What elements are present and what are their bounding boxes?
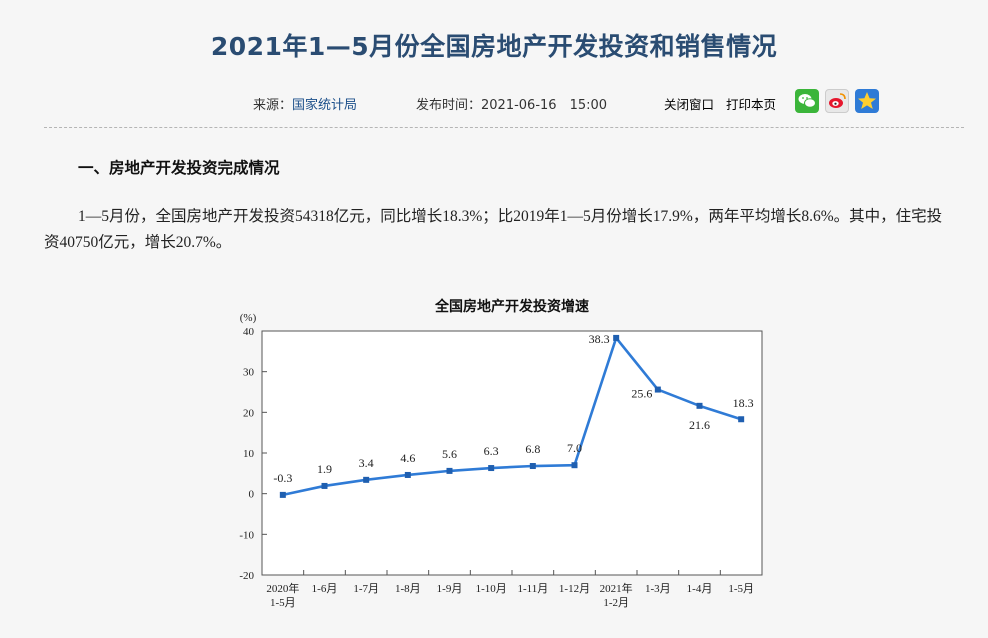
x-tick-label: 2020年 1-5月 <box>266 581 299 609</box>
plot-area <box>261 330 763 576</box>
data-point <box>571 462 578 469</box>
x-tick-label: 1-4月 <box>687 583 713 595</box>
data-label: 6.8 <box>525 442 540 456</box>
data-point <box>363 476 370 483</box>
data-point <box>696 402 703 409</box>
body-paragraph: 1—5月份，全国房地产开发投资54318亿元，同比增长18.3%；比2019年1… <box>44 208 943 251</box>
data-point <box>613 334 620 341</box>
data-point <box>488 465 495 472</box>
qzone-icon[interactable] <box>855 89 879 113</box>
x-tick-label: 1-10月 <box>476 583 507 595</box>
data-label: 18.3 <box>733 396 754 410</box>
wechat-icon[interactable] <box>795 89 819 113</box>
publish-date: 发布时间：2021-06-16 15:00 <box>416 94 607 113</box>
x-tick-label: 1-9月 <box>437 583 463 595</box>
divider <box>44 127 964 128</box>
y-tick-label: -20 <box>239 570 254 582</box>
y-tick-label: 30 <box>243 367 255 379</box>
x-tick-label: 1-8月 <box>395 583 421 595</box>
data-point <box>404 471 411 478</box>
page-title: 2021年1—5月份全国房地产开发投资和销售情况 <box>210 32 778 61</box>
series-line <box>282 336 742 497</box>
print-page-button[interactable]: 打印本页 <box>726 97 777 112</box>
date-label: 发布时间： <box>416 98 482 113</box>
article-meta: 来源：国家统计局 发布时间：2021-06-16 15:00 关闭窗口 打印本页 <box>0 94 988 114</box>
data-label: 1.9 <box>317 462 332 476</box>
y-tick-label: 20 <box>243 407 255 419</box>
section-heading: 一、房地产开发投资完成情况 <box>78 159 280 177</box>
y-tick-label: 0 <box>249 489 255 501</box>
data-point <box>446 467 453 474</box>
y-tick-label: -10 <box>239 529 254 541</box>
data-label: 7.0 <box>567 441 582 455</box>
x-tick-label: 1-11月 <box>517 583 548 595</box>
data-label: -0.3 <box>273 471 292 485</box>
x-tick-label: 1-3月 <box>645 583 671 595</box>
chart-marks: -0.3 1.9 3.4 4.6 5.6 6.3 6.8 7.0 38.3 25.6 21.6 18.… <box>273 332 754 498</box>
data-point <box>279 491 286 498</box>
chart-axes: (%) 40 30 20 10 0 -10 -20 2020年 1-5月 1-6月 1-7月 1-8月 1… <box>239 312 763 609</box>
data-label: 38.3 <box>589 332 610 346</box>
source-label: 来源： <box>253 98 293 113</box>
x-tick-label: 1-7月 <box>353 583 379 595</box>
data-point <box>654 386 661 393</box>
weibo-icon[interactable] <box>825 89 849 113</box>
x-tick-label: 2021年 1-2月 <box>600 581 633 609</box>
y-tick-label: 40 <box>243 326 255 338</box>
date-value: 2021-06-16 15:00 <box>481 98 608 113</box>
data-point <box>738 416 745 423</box>
data-label: 4.6 <box>400 451 415 465</box>
x-tick-label: 1-5月 <box>728 583 754 595</box>
data-label: 21.6 <box>689 418 710 432</box>
data-label: 25.6 <box>631 387 652 401</box>
close-window-button[interactable]: 关闭窗口 <box>664 97 715 112</box>
data-point <box>529 463 536 470</box>
y-tick-label: 10 <box>243 448 255 460</box>
data-label: 5.6 <box>442 447 457 461</box>
source-value[interactable]: 国家统计局 <box>292 98 358 113</box>
data-label: 6.3 <box>484 444 499 458</box>
chart-title: 全国房地产开发投资增速 <box>435 299 589 315</box>
data-label: 3.4 <box>359 456 374 470</box>
y-axis-unit: (%) <box>240 312 257 324</box>
source: 来源：国家统计局 <box>253 94 357 113</box>
x-tick-label: 1-12月 <box>559 583 590 595</box>
x-tick-label: 1-6月 <box>312 583 338 595</box>
data-point <box>321 482 328 489</box>
